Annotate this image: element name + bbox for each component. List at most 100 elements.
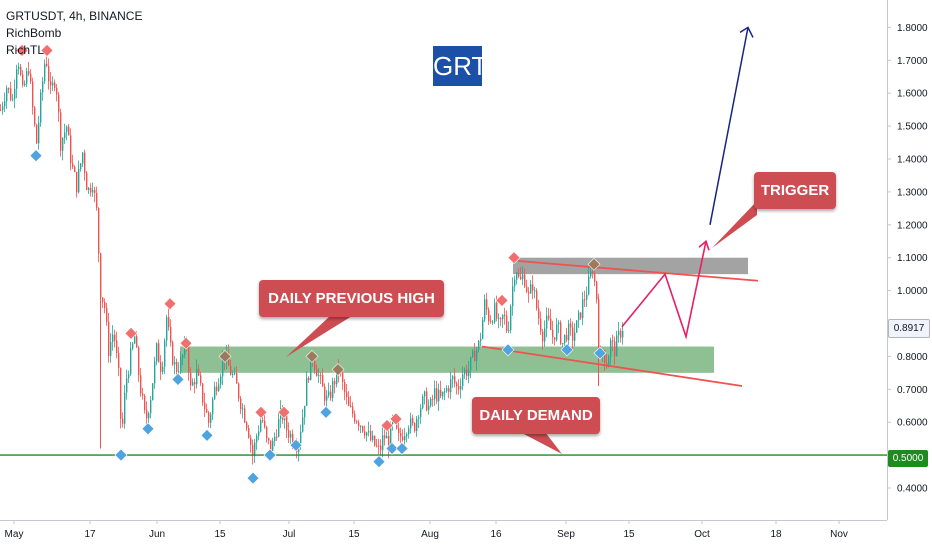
signal-marker-low xyxy=(501,343,515,357)
candle xyxy=(536,288,538,311)
indicator-richbomb[interactable]: RichBomb xyxy=(6,26,62,40)
candle xyxy=(206,403,208,413)
candle-body xyxy=(552,329,554,338)
signal-marker-high xyxy=(124,326,138,340)
candle xyxy=(580,312,582,320)
candle-body xyxy=(140,375,142,394)
candle-body xyxy=(568,323,570,341)
candle xyxy=(410,412,412,434)
candle xyxy=(356,419,358,424)
candle-body xyxy=(212,399,214,415)
candle-body xyxy=(90,187,92,193)
candle-body xyxy=(442,391,444,397)
candle xyxy=(34,105,36,127)
candle xyxy=(384,426,386,446)
signal-marker-high xyxy=(277,405,291,419)
candle-body xyxy=(468,370,470,377)
candle xyxy=(240,395,242,415)
candle-body xyxy=(580,312,582,319)
candle xyxy=(374,435,376,447)
chart-legend: GRTUSDT, 4h, BINANCE RichBomb RichTL xyxy=(6,8,142,59)
signal-marker-low xyxy=(395,442,409,455)
candle-body xyxy=(32,81,34,108)
candle-body xyxy=(320,375,322,377)
candle-body xyxy=(126,378,128,393)
candle-body xyxy=(524,274,526,287)
candle-body xyxy=(526,286,528,292)
candle-body xyxy=(560,322,562,344)
candle-body xyxy=(50,81,52,86)
candle xyxy=(492,319,494,325)
support-price-tag: 0.5000 xyxy=(888,450,928,467)
candle xyxy=(12,93,14,102)
signal-marker-high xyxy=(40,44,54,57)
candle xyxy=(332,377,334,402)
candle xyxy=(426,387,428,412)
lower-trendline xyxy=(481,345,743,387)
candle-body xyxy=(132,343,134,349)
candle xyxy=(44,59,46,85)
candle-body xyxy=(480,338,482,342)
candle xyxy=(212,396,214,421)
candle-body xyxy=(36,124,38,144)
candle xyxy=(582,291,584,326)
candle-body xyxy=(506,315,508,331)
candle xyxy=(56,83,58,102)
candle-body xyxy=(24,83,26,86)
signal-marker-high xyxy=(495,294,509,307)
candle xyxy=(346,383,348,405)
candle-body xyxy=(260,420,262,432)
candle xyxy=(272,437,274,452)
candle-body xyxy=(220,376,222,385)
candle xyxy=(46,56,48,68)
candle xyxy=(242,403,244,419)
candle xyxy=(262,416,264,424)
candle xyxy=(526,279,528,294)
x-tick-label: Nov xyxy=(830,529,848,540)
candle xyxy=(614,336,616,366)
candle xyxy=(422,394,424,410)
candle xyxy=(256,433,258,451)
candle-body xyxy=(210,414,212,423)
candle-body xyxy=(346,392,348,398)
daily-demand-pointer xyxy=(520,432,562,454)
candle xyxy=(436,381,438,405)
candle xyxy=(52,76,54,91)
candle xyxy=(438,383,440,411)
candle-body xyxy=(178,371,180,373)
candle-body xyxy=(432,398,434,400)
candle xyxy=(378,438,380,455)
candle-body xyxy=(548,315,550,319)
indicator-richtl[interactable]: RichTL xyxy=(6,43,45,57)
candle xyxy=(150,396,152,419)
candle-body xyxy=(514,279,516,287)
candle-body xyxy=(354,413,356,422)
candle-body xyxy=(306,377,308,406)
candle-body xyxy=(30,73,32,82)
candle xyxy=(130,341,132,376)
candle-body xyxy=(134,336,136,344)
candle xyxy=(558,320,560,334)
candle-body xyxy=(20,66,22,75)
candle-body xyxy=(326,395,328,401)
x-tick-label: Jul xyxy=(283,529,296,540)
candle xyxy=(520,267,522,281)
candle xyxy=(164,338,166,375)
candle xyxy=(522,266,524,286)
candle xyxy=(68,123,70,136)
candle-body xyxy=(216,386,218,391)
candle-body xyxy=(610,340,612,357)
candle-body xyxy=(138,347,140,376)
projection-arrowhead xyxy=(698,239,710,251)
symbol-title[interactable]: GRTUSDT, 4h, BINANCE xyxy=(6,9,143,23)
candle xyxy=(230,359,232,376)
candle-body xyxy=(160,362,162,372)
candle-body xyxy=(504,314,506,316)
candle xyxy=(102,297,104,308)
candle xyxy=(200,371,202,386)
candle-body xyxy=(182,354,184,359)
candle xyxy=(554,337,556,346)
last-price-tag: 0.8917 xyxy=(888,319,930,338)
candle xyxy=(546,307,548,338)
